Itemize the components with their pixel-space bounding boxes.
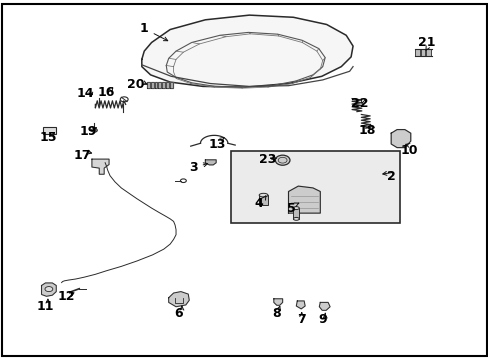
Ellipse shape — [91, 129, 97, 132]
Text: 22: 22 — [350, 97, 367, 110]
Text: 19: 19 — [79, 125, 97, 138]
Polygon shape — [319, 302, 329, 310]
Polygon shape — [166, 82, 169, 88]
Text: 4: 4 — [254, 197, 263, 210]
Polygon shape — [205, 160, 216, 165]
Bar — [43, 127, 56, 134]
Text: 23: 23 — [259, 153, 276, 166]
Text: 7: 7 — [297, 313, 305, 326]
Polygon shape — [168, 292, 189, 307]
Bar — [259, 195, 267, 205]
Polygon shape — [142, 15, 352, 87]
Text: 17: 17 — [73, 149, 91, 162]
Polygon shape — [146, 82, 149, 88]
Text: 10: 10 — [400, 144, 418, 157]
Polygon shape — [170, 82, 173, 88]
Text: 21: 21 — [417, 36, 434, 49]
Polygon shape — [296, 301, 305, 309]
Bar — [426, 49, 430, 56]
Text: 11: 11 — [37, 300, 54, 313]
Ellipse shape — [293, 217, 299, 220]
Text: 6: 6 — [174, 307, 183, 320]
Text: 16: 16 — [98, 86, 115, 99]
Text: 9: 9 — [318, 313, 326, 326]
Polygon shape — [150, 82, 153, 88]
Text: 8: 8 — [271, 307, 280, 320]
Text: 1: 1 — [140, 22, 148, 35]
Ellipse shape — [259, 193, 267, 197]
Bar — [420, 49, 425, 56]
Text: 20: 20 — [127, 78, 144, 91]
Polygon shape — [273, 299, 282, 305]
Polygon shape — [158, 82, 161, 88]
Ellipse shape — [275, 155, 289, 165]
Bar — [230, 151, 399, 223]
Ellipse shape — [293, 207, 299, 210]
Polygon shape — [162, 82, 165, 88]
Text: 18: 18 — [358, 124, 376, 137]
Polygon shape — [390, 130, 410, 148]
Text: 14: 14 — [77, 87, 94, 100]
Text: 3: 3 — [188, 161, 197, 174]
Ellipse shape — [45, 287, 53, 292]
Polygon shape — [288, 186, 320, 213]
Polygon shape — [41, 283, 56, 296]
Bar — [414, 49, 419, 56]
Text: 2: 2 — [386, 170, 395, 183]
Text: 13: 13 — [208, 138, 226, 150]
Text: 15: 15 — [39, 131, 57, 144]
Bar — [293, 208, 299, 219]
Text: 5: 5 — [286, 202, 295, 215]
Text: 12: 12 — [57, 291, 75, 303]
Polygon shape — [92, 159, 109, 174]
Polygon shape — [154, 82, 157, 88]
